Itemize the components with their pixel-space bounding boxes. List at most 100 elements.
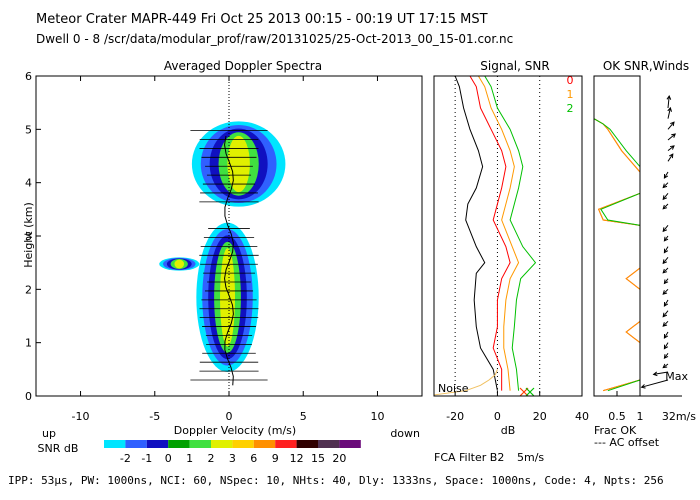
doppler-xtick-label: 10	[370, 410, 384, 423]
colorbar-swatch-4	[189, 440, 211, 448]
ok-xtick-label: 1	[637, 410, 644, 423]
ok-title: OK SNR,Winds	[603, 59, 689, 73]
wind-vector	[667, 133, 676, 141]
wind-vector	[662, 288, 669, 295]
filter-speed: 5m/s	[517, 451, 544, 464]
wind-vector-head	[662, 183, 668, 189]
wind-vector-head	[662, 204, 668, 210]
colorbar-tick-label: 15	[311, 452, 325, 465]
snr-series-noise	[433, 369, 498, 396]
mean-velocity-trace	[224, 135, 234, 386]
wind-vector	[663, 342, 669, 349]
colorbar-swatch-9	[296, 440, 318, 448]
snr-series-label-2: 2	[567, 102, 574, 115]
wind-vector-head	[663, 279, 669, 285]
colorbar-tick-label: 6	[250, 452, 257, 465]
wind-vector	[662, 203, 669, 210]
header-dwell: Dwell 0 - 8 /scr/data/modular_prof/raw/2…	[36, 32, 514, 46]
doppler-down-label: down	[390, 427, 420, 440]
colorbar-tick-label: -2	[120, 452, 131, 465]
wind-vector-head	[663, 333, 669, 339]
colorbar-swatch-6	[232, 440, 254, 448]
colorbar-swatch-8	[275, 440, 297, 448]
wind-vector-head	[669, 145, 675, 150]
snr-series-signal	[454, 75, 498, 391]
doppler-xtick-label: -5	[149, 410, 160, 423]
colorbar-swatch-10	[318, 440, 340, 448]
snr-series-1	[477, 75, 520, 391]
wind-vector	[663, 331, 669, 339]
colorbar-swatch-1	[125, 440, 147, 448]
snr-noise-label: Noise	[438, 382, 469, 395]
snr-title: Signal, SNR	[480, 59, 549, 73]
wind-vector-head	[662, 322, 668, 327]
colorbar-tick-label: 12	[290, 452, 304, 465]
wind-vector-head	[662, 195, 668, 201]
snr-xlabel: dB	[501, 424, 516, 437]
doppler-ytick-label: 4	[25, 177, 32, 190]
wind-vector-head	[662, 227, 668, 233]
colorbar-tick-label: 1	[186, 452, 193, 465]
snr-frame	[433, 75, 583, 397]
wind-vector	[663, 246, 669, 253]
wind-vector	[662, 267, 669, 274]
doppler-xtick-label: -10	[72, 410, 90, 423]
wind-vector-head	[662, 259, 668, 265]
header-title: Meteor Crater MAPR-449 Fri Oct 25 2013 0…	[36, 12, 488, 27]
colorbar-swatch-2	[146, 440, 169, 448]
wind-max-label: Max	[665, 370, 688, 383]
snr-colorbar: SNR dB-2 -1 0 1 2 3 6 9 12 15 20 FCA Filter B2 5m/s	[38, 440, 544, 465]
doppler-title: Averaged Doppler Spectra	[164, 59, 322, 73]
doppler-ytick-label: 5	[25, 123, 32, 136]
colorbar-label: SNR dB	[38, 442, 79, 455]
colorbar-swatch-11	[339, 440, 361, 448]
filter-label: FCA Filter B2	[434, 451, 504, 464]
wind-vector	[662, 257, 669, 264]
wind-vector	[653, 371, 669, 375]
wind-vector	[663, 299, 669, 307]
colorbar-swatch-7	[253, 440, 276, 448]
wind-vector-head	[663, 173, 669, 179]
wind-vector-head	[662, 268, 668, 274]
doppler-ylabel: Height (km)	[22, 202, 35, 268]
wind-vector-head	[663, 248, 669, 254]
doppler-xlabel: Doppler Velocity (m/s)	[174, 424, 296, 437]
ok-frame	[593, 75, 641, 397]
wind-vector-head	[662, 312, 668, 318]
footer-params: IPP: 53µs, PW: 1000ns, NCI: 60, NSpec: 1…	[8, 474, 664, 487]
snr-series-label-0: 0	[567, 74, 574, 87]
wind-vector	[662, 310, 669, 317]
wind-vector	[662, 182, 669, 188]
wind-vector-head	[670, 121, 675, 127]
doppler-up-label: up	[42, 427, 56, 440]
colorbar-tick-label: -1	[141, 452, 152, 465]
colorbar-tick-label: 3	[229, 452, 236, 465]
wind-vector	[662, 193, 669, 200]
ok-ac-offset-label: --- AC offset	[594, 436, 660, 449]
colorbar-swatch-3	[168, 440, 190, 448]
wind-vector-head	[663, 354, 669, 359]
wind-vector-head	[663, 344, 669, 350]
colorbar-tick-label: 20	[332, 452, 346, 465]
wind-vector	[667, 95, 670, 109]
wind-vector	[663, 171, 669, 179]
wind-vector-head	[662, 363, 668, 369]
wind-vector-head	[669, 153, 674, 159]
wind-vector-head	[667, 106, 672, 112]
snr-series-label-1: 1	[567, 88, 574, 101]
doppler-ytick-label: 3	[25, 230, 32, 243]
snr-xtick-label: -20	[446, 410, 464, 423]
doppler-spectra-panel: Averaged Doppler Spectra Height (km) Doppl…	[22, 59, 423, 440]
ok-xlabel: Frac OK	[594, 424, 637, 437]
wind-vector	[667, 153, 674, 162]
ok-series-0	[593, 118, 641, 392]
snr-xtick-label: 0	[494, 410, 501, 423]
doppler-xtick-label: 0	[226, 410, 233, 423]
snr-xtick-label: 20	[533, 410, 547, 423]
colorbar-swatch-0	[104, 440, 126, 448]
wind-panel: Max 32m/s	[640, 94, 696, 423]
doppler-ytick-label: 1	[25, 337, 32, 350]
